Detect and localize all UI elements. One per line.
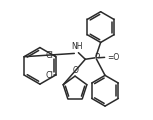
Text: Cl: Cl [46, 71, 54, 80]
Text: Cl: Cl [46, 51, 54, 60]
Text: =O: =O [107, 53, 119, 62]
Text: NH: NH [71, 42, 82, 51]
Text: P: P [94, 53, 99, 62]
Text: O: O [72, 66, 78, 75]
